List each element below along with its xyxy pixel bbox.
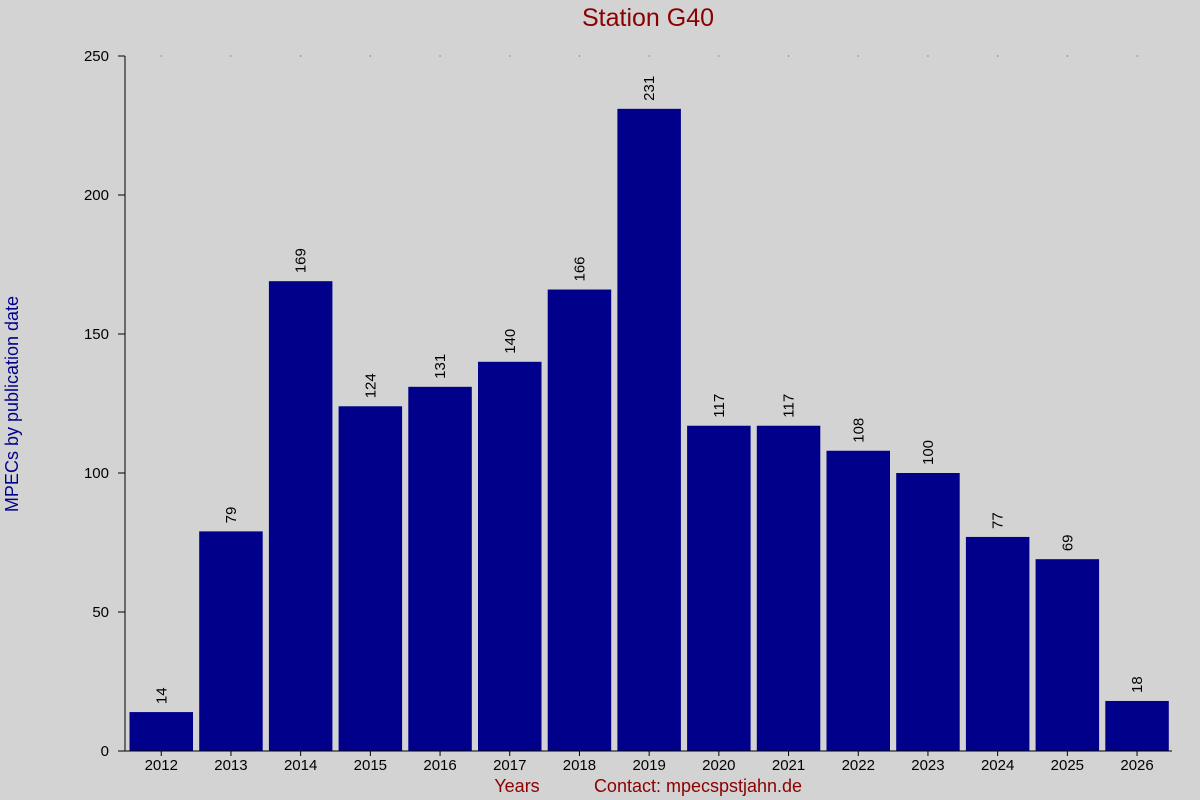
x-tick-label: 2018 xyxy=(563,757,596,774)
bar-2025 xyxy=(1035,559,1100,751)
x-tick-label: 2016 xyxy=(423,757,456,774)
data-label: 77 xyxy=(990,512,1007,529)
y-tick-label: 250 xyxy=(84,48,109,65)
bar-2014 xyxy=(268,281,333,751)
data-label: 169 xyxy=(293,248,310,273)
bar-2024 xyxy=(965,536,1030,751)
x-tick-label: 2013 xyxy=(214,757,247,774)
y-tick-label: 150 xyxy=(84,326,109,343)
bar-2022 xyxy=(826,450,890,751)
bar-2019 xyxy=(617,108,681,751)
y-tick-label: 100 xyxy=(84,465,109,482)
x-tick-label: 2020 xyxy=(702,757,735,774)
grid-dot xyxy=(1066,55,1068,57)
data-label: 231 xyxy=(641,76,658,101)
x-tick-label: 2012 xyxy=(145,757,178,774)
bar-2017 xyxy=(478,361,542,751)
data-labels: 14 79 169 124 131 140 166 231 117 117 108 100 77 69 18 xyxy=(153,76,1146,704)
data-label: 79 xyxy=(223,507,240,524)
x-axis-ticks: 2012 2013 2014 2015 2016 2017 2018 2019 2020 2021… xyxy=(145,751,1154,774)
x-tick-label: 2026 xyxy=(1120,757,1153,774)
data-label: 140 xyxy=(502,329,519,354)
data-label: 117 xyxy=(781,394,798,418)
credit-text: Contact: mpecspstjahn.de xyxy=(594,776,802,796)
x-axis-label: Years xyxy=(494,776,539,796)
bar-2026 xyxy=(1105,700,1169,751)
grid-dots xyxy=(160,55,1138,57)
x-tick-label: 2025 xyxy=(1051,757,1084,774)
grid-dot xyxy=(509,55,511,57)
bars xyxy=(129,108,1169,751)
x-tick-label: 2023 xyxy=(911,757,944,774)
grid-dot xyxy=(788,55,790,57)
grid-dot xyxy=(927,55,929,57)
x-tick-label: 2017 xyxy=(493,757,526,774)
y-tick-label: 0 xyxy=(101,743,109,760)
grid-dot xyxy=(160,55,162,57)
grid-dot xyxy=(578,55,580,57)
grid-dot xyxy=(718,55,720,57)
data-label: 108 xyxy=(850,418,867,443)
bar-2013 xyxy=(199,531,263,751)
y-axis-ticks: 0 50 100 150 200 250 xyxy=(84,48,125,760)
grid-dot xyxy=(997,55,999,57)
x-tick-label: 2015 xyxy=(354,757,387,774)
data-label: 18 xyxy=(1129,676,1146,693)
y-tick-label: 200 xyxy=(84,187,109,204)
x-tick-label: 2021 xyxy=(772,757,805,774)
bar-2018 xyxy=(547,289,612,751)
x-tick-label: 2019 xyxy=(632,757,665,774)
data-label: 14 xyxy=(153,687,170,704)
data-label: 166 xyxy=(571,256,588,281)
bar-2016 xyxy=(408,386,472,751)
data-label: 131 xyxy=(432,354,449,379)
chart-title: Station G40 xyxy=(582,4,714,32)
bar-2023 xyxy=(896,473,960,751)
data-label: 100 xyxy=(920,440,937,465)
grid-dot xyxy=(1136,55,1138,57)
bar-2021 xyxy=(756,425,821,751)
grid-dot xyxy=(369,55,371,57)
grid-dot xyxy=(857,55,859,57)
data-label: 69 xyxy=(1059,534,1076,551)
x-tick-label: 2024 xyxy=(981,757,1014,774)
bar-2020 xyxy=(687,425,751,751)
x-tick-label: 2014 xyxy=(284,757,317,774)
data-label: 124 xyxy=(362,373,379,398)
data-label: 117 xyxy=(711,394,728,418)
grid-dot xyxy=(230,55,232,57)
grid-dot xyxy=(300,55,302,57)
x-tick-label: 2022 xyxy=(842,757,875,774)
bar-2015 xyxy=(338,406,403,751)
grid-dot xyxy=(648,55,650,57)
grid-dot xyxy=(439,55,441,57)
bar-2012 xyxy=(129,712,193,751)
y-axis-label: MPECs by publication date xyxy=(2,296,22,512)
y-tick-label: 50 xyxy=(92,604,109,621)
